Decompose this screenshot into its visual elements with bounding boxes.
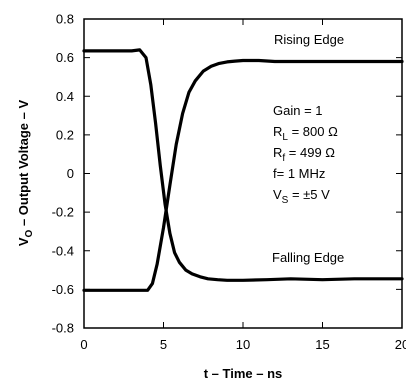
falling-edge-label: Falling Edge — [272, 250, 344, 265]
y-tick-label: 0.8 — [56, 12, 74, 27]
param-subscript: L — [282, 132, 288, 143]
param-line: f= 1 MHz — [273, 166, 325, 181]
param-main: V — [273, 187, 282, 202]
y-axis-title-main: V — [16, 237, 31, 246]
param-main: R — [273, 145, 282, 160]
x-axis-ticks: 0 5 10 15 20 — [80, 19, 406, 352]
y-tick-label: -0.6 — [52, 282, 74, 297]
param-line: Gain = 1 — [273, 103, 323, 118]
param-rest: = 499 Ω — [285, 145, 335, 160]
param-main: Gain = 1 — [273, 103, 323, 118]
series-line-falling-edge — [82, 48, 404, 282]
y-tick-label: 0.4 — [56, 89, 74, 104]
y-tick-label: 0 — [67, 166, 74, 181]
y-axis-title-sub: O — [24, 229, 35, 237]
param-main: f= 1 MHz — [273, 166, 325, 181]
y-axis-title: VO – Output Voltage – V — [16, 100, 35, 247]
rising-edge-label: Rising Edge — [274, 32, 344, 47]
series-line-rising-edge — [82, 58, 404, 292]
x-tick-label: 20 — [395, 337, 406, 352]
x-tick-label: 5 — [160, 337, 167, 352]
y-tick-label: 0.6 — [56, 50, 74, 65]
x-tick-label: 0 — [80, 337, 87, 352]
y-tick-label: -0.2 — [52, 205, 74, 220]
y-tick-label: 0.2 — [56, 127, 74, 142]
param-line: RL = 800 Ω — [273, 124, 338, 143]
series-group — [82, 48, 404, 292]
param-main: R — [273, 124, 282, 139]
param-line: VS = ±5 V — [273, 187, 330, 206]
param-subscript: f — [282, 153, 285, 164]
y-axis-ticks: 0.8 0.6 0.4 0.2 0 -0.2 -0.4 -0.6 -0.8 — [52, 12, 402, 336]
x-tick-label: 15 — [315, 337, 329, 352]
y-tick-label: -0.4 — [52, 243, 74, 258]
param-line: Rf = 499 Ω — [273, 145, 335, 164]
param-rest: = ±5 V — [288, 187, 330, 202]
param-subscript: S — [282, 195, 289, 206]
x-tick-label: 10 — [236, 337, 250, 352]
param-rest: = 800 Ω — [288, 124, 338, 139]
x-axis-title: t – Time – ns — [204, 366, 283, 381]
y-axis-title-rest: – Output Voltage – V — [16, 100, 31, 230]
y-tick-label: -0.8 — [52, 321, 74, 336]
